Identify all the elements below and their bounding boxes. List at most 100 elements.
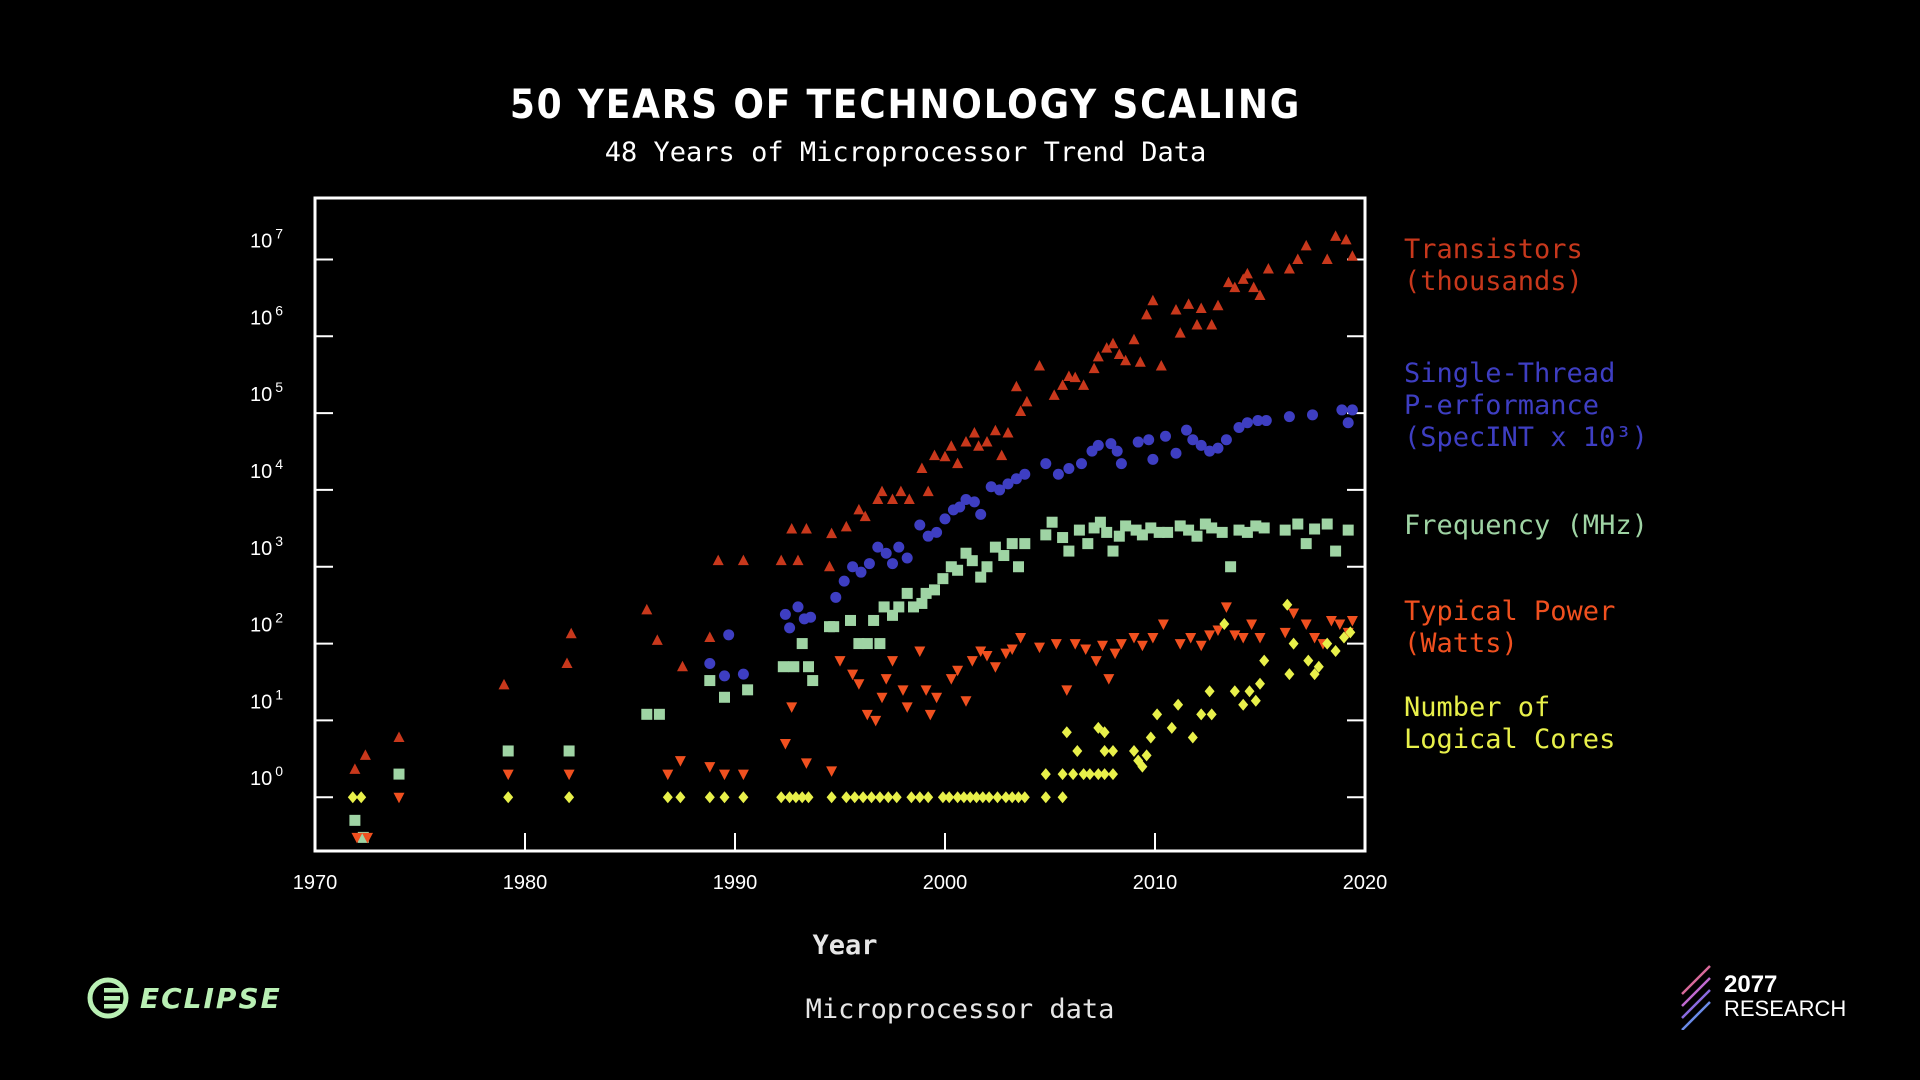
number-of-point (776, 791, 787, 804)
single-thread-point (1111, 445, 1123, 457)
frequency-mhz-point (998, 550, 1010, 562)
number-of-point (1229, 685, 1240, 698)
typical-power-point (1034, 642, 1045, 654)
transistors-point (887, 493, 898, 505)
frequency-mhz-point (1241, 526, 1253, 538)
number-of-point (1068, 768, 1079, 781)
frequency-mhz-point (653, 708, 665, 720)
number-of-point (1129, 744, 1139, 757)
frequency-mhz-point (1136, 529, 1148, 541)
typical-power-point (826, 766, 838, 777)
y-tick-label: 10 7 (250, 225, 283, 252)
typical-power-point (362, 832, 373, 844)
typical-power-point (920, 685, 932, 696)
transistors-point (1195, 302, 1207, 313)
transistors-point (1021, 395, 1033, 407)
typical-power-point (1212, 625, 1224, 637)
transistors-point (1212, 299, 1224, 311)
single-thread-point (887, 558, 898, 570)
number-of-point (1145, 731, 1156, 744)
typical-power-point (931, 692, 943, 704)
frequency-mhz-point (1330, 545, 1342, 557)
number-of-point (858, 791, 869, 804)
frequency-mhz-point (1279, 524, 1291, 536)
number-of-point (841, 791, 852, 804)
transistors-point (960, 436, 972, 447)
legend-label: Single-Thread (1404, 358, 1616, 389)
typical-power-point (847, 669, 859, 681)
transistors-point (1101, 342, 1113, 353)
number-of-point (977, 791, 988, 804)
frequency-mhz-point (641, 708, 653, 720)
number-of-point (992, 791, 1003, 804)
transistors-point (1048, 389, 1060, 400)
number-of-point (1093, 768, 1104, 781)
number-of-point (1099, 726, 1110, 739)
transistors-point (1330, 230, 1342, 241)
typical-power-point (674, 756, 686, 767)
frequency-mhz-point (916, 597, 928, 609)
number-of-point (356, 791, 367, 804)
frequency-mhz-point (1225, 561, 1237, 573)
number-of-point (1061, 726, 1072, 739)
typical-power-point (1195, 640, 1207, 652)
single-thread-point (985, 481, 997, 493)
frequency-mhz-point (1082, 538, 1094, 550)
single-thread-point (830, 591, 842, 603)
transistors-point (1034, 360, 1045, 371)
transistors-point (1015, 405, 1027, 416)
number-of-point (503, 791, 514, 804)
x-tick-label: 2020 (1343, 872, 1388, 894)
number-of-point (984, 791, 995, 804)
single-thread-point (872, 541, 884, 553)
frequency-mhz-point (868, 614, 880, 626)
single-thread-point (1019, 468, 1031, 480)
transistors-point (989, 424, 1001, 436)
transistors-point (393, 731, 405, 742)
number-of-point (738, 791, 749, 804)
legend-item-single-thread: Single-Thread P-erformance (SpecINT x 10³) (1404, 358, 1648, 454)
number-of-point (923, 791, 934, 804)
frequency-mhz-point (1321, 518, 1333, 530)
frequency-mhz-point (920, 587, 932, 599)
legend-label: Logical Cores (1404, 724, 1616, 755)
transistors-point (1063, 370, 1075, 381)
single-thread-point (863, 558, 875, 570)
transistors-point (895, 485, 907, 497)
chart-title: 50 YEARS OF TECHNOLOGY SCALING (509, 82, 1302, 128)
transistors-point (1191, 319, 1203, 330)
eclipse-logo-text: ECLIPSE (140, 981, 282, 1015)
typical-power-point (880, 674, 892, 685)
transistors-point (824, 560, 835, 572)
transistors-point (1248, 281, 1260, 293)
single-thread-point (792, 601, 804, 613)
single-thread-point (1195, 439, 1207, 451)
transistors-point (1183, 298, 1195, 309)
typical-power-point (1185, 632, 1197, 644)
single-thread-point (1040, 458, 1052, 470)
x-tick-label: 1990 (713, 872, 758, 894)
number-of-point (1313, 660, 1324, 673)
transistors-point (996, 449, 1008, 461)
chart-subtitle: 48 Years of Microprocessor Trend Data (604, 137, 1207, 168)
frequency-mhz-point (929, 584, 940, 596)
single-thread-point (1143, 434, 1155, 446)
typical-power-point (1147, 632, 1159, 644)
transistors-point (826, 527, 838, 539)
typical-power-point (1103, 674, 1115, 685)
frequency-mhz-point (1107, 545, 1119, 557)
eclipse-logo-icon (87, 977, 129, 1019)
number-of-point (1255, 677, 1265, 690)
typical-power-point (914, 646, 926, 658)
single-thread-point (968, 496, 980, 508)
single-thread-point (939, 513, 951, 525)
number-of-point (797, 791, 808, 804)
number-of-point (1330, 645, 1341, 658)
single-thread-point (1307, 409, 1318, 421)
frequency-mhz-point (796, 638, 808, 650)
single-thread-point (838, 575, 850, 587)
frequency-mhz-point (1292, 518, 1304, 530)
number-of-point (1206, 708, 1217, 721)
transistors-point (1155, 360, 1167, 371)
